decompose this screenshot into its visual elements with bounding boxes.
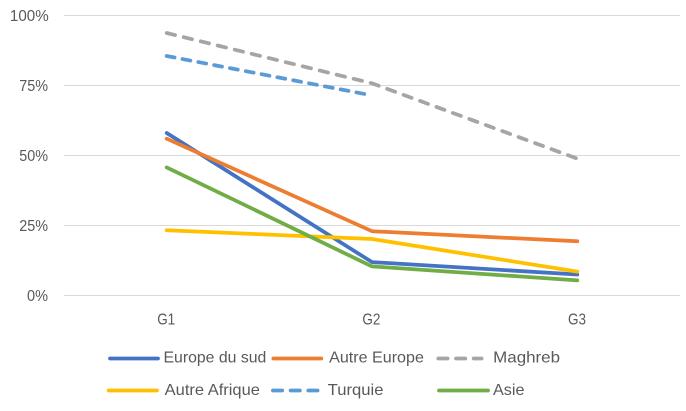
svg-text:75%: 75% xyxy=(19,78,48,95)
svg-text:50%: 50% xyxy=(19,148,48,165)
svg-text:100%: 100% xyxy=(10,8,49,25)
svg-text:Asie: Asie xyxy=(493,382,525,399)
svg-text:Maghreb: Maghreb xyxy=(493,350,560,367)
svg-text:Autre Europe: Autre Europe xyxy=(329,350,424,367)
svg-text:G1: G1 xyxy=(157,311,175,328)
svg-text:25%: 25% xyxy=(19,218,48,235)
svg-text:0%: 0% xyxy=(27,288,48,305)
svg-text:G2: G2 xyxy=(362,311,380,328)
svg-text:G3: G3 xyxy=(568,311,586,328)
svg-text:Europe du sud: Europe du sud xyxy=(164,350,267,367)
svg-text:Turquie: Turquie xyxy=(328,382,384,399)
svg-text:Autre Afrique: Autre Afrique xyxy=(165,382,260,399)
